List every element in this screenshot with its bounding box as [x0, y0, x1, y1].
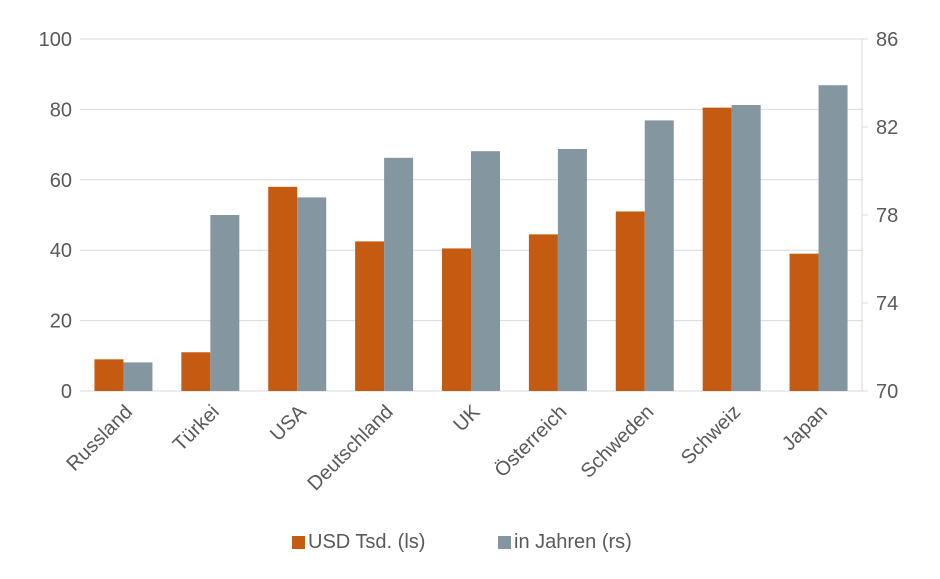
bar-usd-1: [181, 352, 211, 391]
bar-usd-4: [442, 248, 471, 391]
category-label: Deutschland: [303, 401, 397, 495]
bar-usd-5: [528, 234, 558, 391]
category-label: UK: [449, 401, 485, 437]
left-axis-tick-label: 0: [61, 381, 72, 403]
category-label: Japan: [778, 401, 832, 455]
left-axis-tick-label: 80: [50, 99, 72, 121]
bar-years-5: [557, 149, 587, 391]
legend-swatch: [498, 536, 511, 549]
bar-years-7: [731, 105, 761, 391]
right-axis-tick-label: 74: [876, 293, 898, 315]
right-axis-tick-label: 82: [876, 117, 898, 139]
legend-label: in Jahren (rs): [514, 531, 632, 553]
bar-years-8: [818, 85, 848, 391]
bar-years-0: [123, 362, 153, 391]
bar-years-4: [471, 151, 500, 391]
left-axis-tick-label: 100: [39, 29, 72, 51]
category-label: Türkei: [169, 401, 224, 456]
bar-years-1: [210, 215, 240, 391]
left-axis-tick-labels: 0 20 40 60 80 100: [39, 29, 72, 403]
category-label: Schweden: [577, 401, 659, 483]
category-label: USA: [266, 401, 311, 446]
left-axis-tick-label: 60: [50, 170, 72, 192]
category-label: Russland: [62, 401, 137, 476]
legend-label: USD Tsd. (ls): [308, 531, 425, 553]
bar-years-3: [384, 157, 414, 391]
right-axis-tick-labels: 70 74 78 82 86: [876, 29, 898, 403]
category-label: Österreich: [491, 401, 572, 482]
bar-usd-8: [789, 253, 819, 391]
bar-usd-0: [94, 359, 124, 391]
bar-usd-2: [268, 186, 298, 391]
bar-usd-6: [615, 211, 645, 391]
left-axis-tick-label: 40: [50, 240, 72, 262]
legend-swatch: [292, 536, 305, 549]
left-axis-tick-label: 20: [50, 311, 72, 333]
bar-marks: [94, 85, 848, 392]
bar-usd-7: [702, 107, 732, 391]
right-axis-tick-label: 86: [876, 29, 898, 51]
category-label: Schweiz: [677, 401, 745, 469]
bar-years-6: [644, 120, 674, 392]
bar-usd-3: [355, 241, 385, 391]
bar-years-2: [297, 197, 327, 391]
right-axis-tick-label: 78: [876, 205, 898, 227]
right-axis-tick-label: 70: [876, 381, 898, 403]
legend: USD Tsd. (ls) in Jahren (rs): [292, 531, 632, 553]
